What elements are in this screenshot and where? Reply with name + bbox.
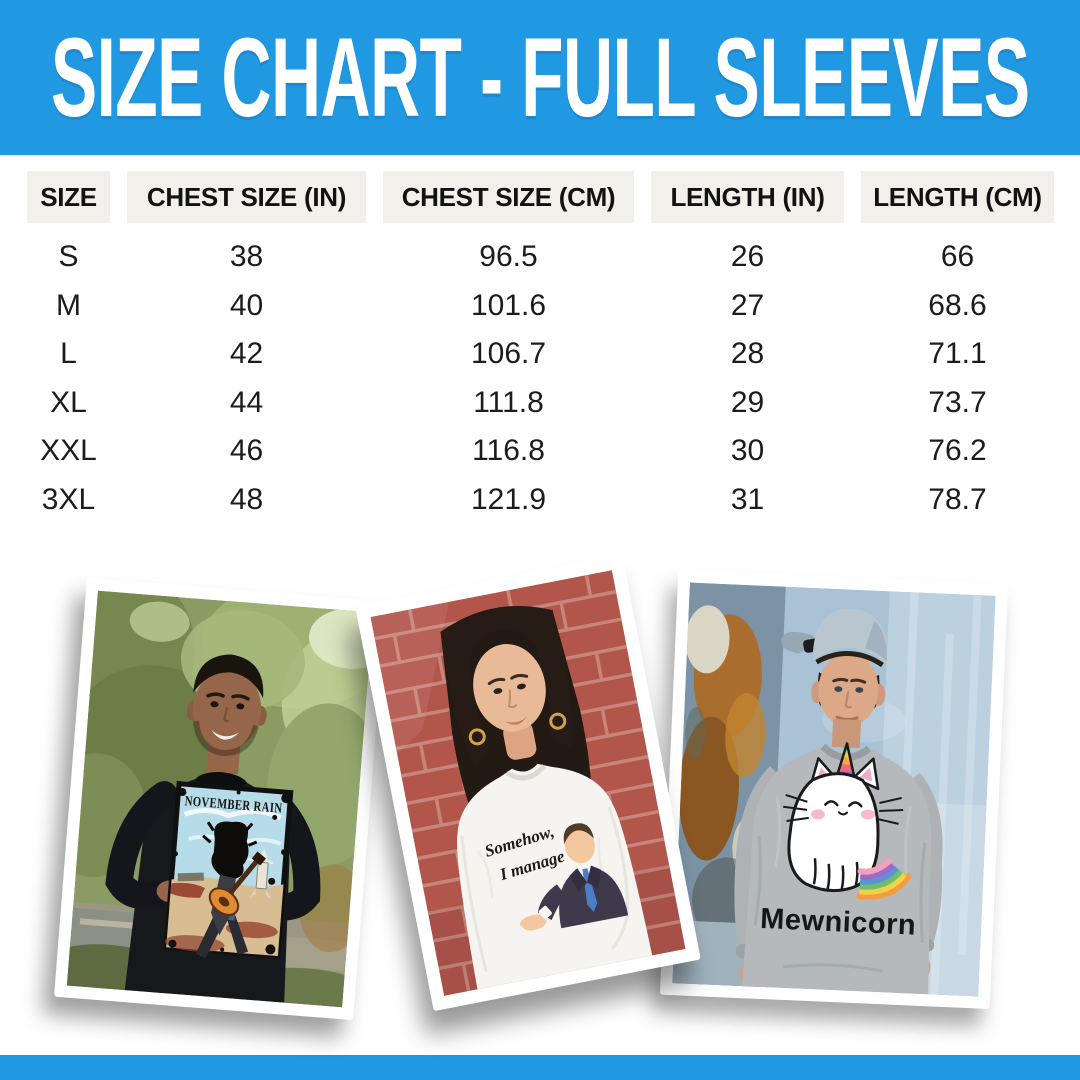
rainbow-tail [856, 858, 912, 900]
cell-chest-in: 44 [229, 385, 264, 419]
office-character-figure [519, 823, 629, 931]
cell-chest-cm: 101.6 [470, 288, 547, 322]
left-sleeve [105, 781, 178, 910]
young-man-neck [831, 718, 862, 749]
young-man-face [818, 652, 879, 727]
bottom-accent-strip [0, 1055, 1080, 1080]
product-photo-somehow-i-manage-tee: Somehow, I manage [355, 554, 701, 1012]
size-table-body: S 38 96.5 26 66 M 40 101.6 27 68.6 L 42 … [27, 233, 1054, 524]
title-banner: SIZE CHART - FULL SLEEVES [0, 0, 1080, 155]
cell-length-cm: 68.6 [928, 288, 987, 322]
cell-length-in: 31 [730, 482, 765, 516]
product-photo-november-rain-tee: NOVEMBER RAIN [53, 577, 387, 1021]
cell-size: XL [50, 385, 87, 419]
column-header-size: SIZE [27, 171, 110, 223]
guitarist-figure [195, 821, 266, 959]
cell-length-cm: 78.7 [928, 482, 987, 516]
photo-mewnicorn-illustration: Mewnicorn [672, 582, 996, 997]
cell-chest-cm: 121.9 [470, 482, 547, 516]
cell-length-in: 28 [730, 337, 765, 371]
shirt-print-title-mewnicorn: Mewnicorn [760, 903, 917, 942]
cell-size: M [56, 288, 81, 322]
cell-chest-cm: 96.5 [479, 240, 538, 274]
cell-chest-in: 40 [229, 288, 264, 322]
cell-length-cm: 71.1 [928, 337, 987, 371]
page-title: SIZE CHART - FULL SLEEVES [50, 14, 1030, 140]
product-photo-mewnicorn-tee: Mewnicorn [659, 570, 1009, 1009]
cell-length-cm: 73.7 [928, 385, 987, 419]
backwards-cap [812, 608, 887, 664]
cell-length-in: 27 [730, 288, 765, 322]
man-smile [211, 730, 240, 740]
shirt-print-title-november-rain: NOVEMBER RAIN [184, 793, 283, 816]
hoop-earring [549, 712, 567, 730]
woman-lips [504, 717, 527, 725]
cell-chest-in: 42 [229, 337, 264, 371]
cell-size: 3XL [41, 482, 96, 516]
november-rain-print: NOVEMBER RAIN [163, 781, 294, 959]
cell-size: L [60, 337, 77, 371]
cell-chest-cm: 111.8 [473, 385, 544, 419]
column-header-length-cm: LENGTH (CM) [861, 171, 1054, 223]
cell-chest-in: 38 [229, 240, 264, 274]
cell-length-cm: 66 [940, 240, 975, 274]
cell-length-in: 26 [730, 240, 765, 274]
cell-size: S [58, 240, 79, 274]
man-hair [193, 654, 264, 699]
cell-length-cm: 76.2 [928, 434, 987, 468]
photo-november-rain-illustration: NOVEMBER RAIN [66, 590, 374, 1008]
cell-chest-cm: 106.7 [470, 337, 547, 371]
cell-length-in: 30 [730, 434, 765, 468]
white-tshirt-torso [457, 763, 653, 990]
photo-somehow-i-manage-illustration: Somehow, I manage [370, 570, 686, 996]
cell-length-in: 29 [730, 385, 765, 419]
size-table-header: SIZE CHEST SIZE (IN) CHEST SIZE (CM) LEN… [27, 171, 1054, 223]
cell-size: XXL [40, 434, 97, 468]
column-header-chest-cm: CHEST SIZE (CM) [383, 171, 634, 223]
cell-chest-in: 48 [229, 482, 264, 516]
column-header-length-in: LENGTH (IN) [651, 171, 844, 223]
cell-chest-in: 46 [229, 434, 264, 468]
hoop-earring [468, 728, 486, 746]
woman-face [473, 644, 546, 732]
column-header-chest-in: CHEST SIZE (IN) [127, 171, 366, 223]
cell-chest-cm: 116.8 [472, 434, 545, 468]
